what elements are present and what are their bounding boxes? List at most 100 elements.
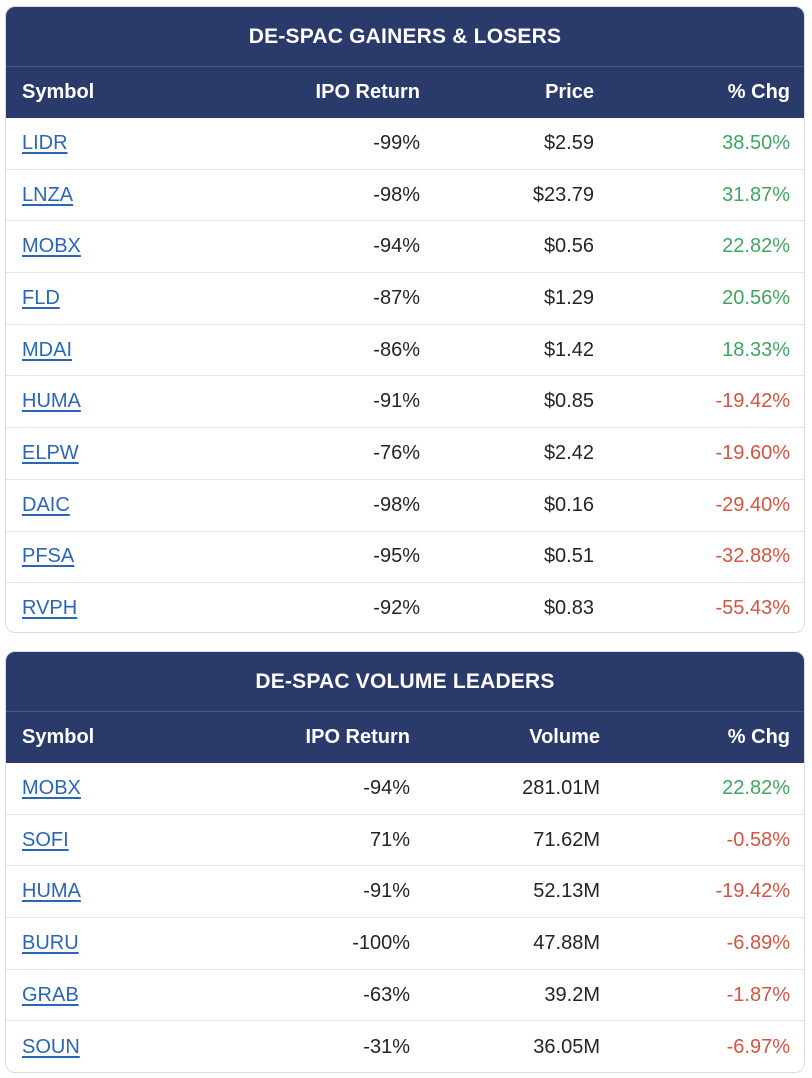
symbol-link[interactable]: MDAI: [22, 338, 72, 361]
volume-leaders-card: DE-SPAC VOLUME LEADERS Symbol IPO Return…: [5, 651, 805, 1073]
symbol-link[interactable]: FLD: [22, 286, 60, 309]
symbol-link[interactable]: MOBX: [22, 776, 81, 799]
gainers-losers-table: Symbol IPO Return Price % Chg LIDR -99% $2…: [6, 66, 804, 633]
symbol-cell: HUMA: [6, 865, 156, 919]
pct-chg-value: -55.43%: [715, 597, 791, 620]
symbol-link[interactable]: LIDR: [22, 131, 68, 154]
pct-chg-cell: 20.56%: [610, 272, 804, 325]
table-row: HUMA -91% $0.85 -19.42%: [6, 375, 804, 429]
ipo-return-value: -31%: [363, 1035, 410, 1058]
pct-chg-cell: -1.87%: [616, 969, 804, 1022]
pct-chg-cell: 22.82%: [610, 220, 804, 274]
pct-chg-value: 31.87%: [722, 183, 790, 206]
ipo-return-cell: -98%: [156, 169, 436, 222]
column-header-pct-chg: % Chg: [727, 80, 790, 103]
symbol-link[interactable]: SOFI: [22, 828, 69, 851]
volume-cell: 71.62M: [426, 814, 616, 867]
volume-value: 47.88M: [533, 931, 600, 954]
symbol-link[interactable]: HUMA: [22, 880, 81, 903]
pct-chg-cell: 31.87%: [610, 169, 804, 222]
ipo-return-value: -98%: [373, 183, 420, 206]
pct-chg-cell: 18.33%: [610, 324, 804, 377]
symbol-link[interactable]: HUMA: [22, 390, 81, 413]
pct-chg-cell: -19.60%: [610, 427, 804, 480]
pct-chg-cell: -0.58%: [616, 814, 804, 867]
symbol-cell: SOUN: [6, 1021, 156, 1072]
table-row: MOBX -94% 281.01M 22.82%: [6, 762, 804, 815]
ipo-return-cell: -100%: [156, 917, 426, 970]
price-value: $23.79: [532, 183, 594, 206]
pct-chg-value: -32.88%: [715, 545, 791, 568]
symbol-link[interactable]: LNZA: [22, 183, 74, 206]
symbol-cell: MDAI: [6, 324, 156, 377]
pct-chg-value: 38.50%: [722, 131, 790, 154]
volume-leaders-title: DE-SPAC VOLUME LEADERS: [6, 652, 804, 711]
symbol-link[interactable]: BURU: [22, 931, 79, 954]
volume-leaders-rows: MOBX -94% 281.01M 22.82% SOFI 71% 71.62M -0.58%…: [6, 762, 804, 1073]
table-row: SOFI 71% 71.62M -0.58%: [6, 814, 804, 867]
price-value: $0.51: [543, 545, 594, 568]
column-header-symbol: Symbol: [22, 80, 95, 103]
symbol-link[interactable]: ELPW: [22, 441, 79, 464]
ipo-return-cell: -95%: [156, 531, 436, 584]
column-header-price: Price: [545, 80, 594, 103]
ipo-return-cell: -91%: [156, 865, 426, 919]
column-header-ipo-return: IPO Return: [305, 725, 410, 748]
gainers-losers-rows: LIDR -99% $2.59 38.50% LNZA -98% $23.79 31.87% M…: [6, 117, 804, 633]
ipo-return-value: -95%: [373, 545, 420, 568]
volume-cell: 52.13M: [426, 865, 616, 919]
pct-chg-value: -29.40%: [715, 493, 791, 516]
symbol-cell: PFSA: [6, 531, 156, 584]
symbol-link[interactable]: RVPH: [22, 597, 78, 620]
ipo-return-value: -87%: [373, 286, 420, 309]
volume-value: 39.2M: [544, 983, 600, 1006]
ipo-return-value: -76%: [373, 441, 420, 464]
symbol-link[interactable]: DAIC: [22, 493, 70, 516]
pct-chg-value: 20.56%: [722, 286, 790, 309]
pct-chg-value: -1.87%: [726, 983, 790, 1006]
pct-chg-value: -19.42%: [715, 390, 791, 413]
ipo-return-cell: -94%: [156, 762, 426, 815]
ipo-return-cell: -76%: [156, 427, 436, 480]
price-value: $0.85: [543, 390, 594, 413]
pct-chg-value: -19.42%: [715, 880, 791, 903]
pct-chg-value: -0.58%: [726, 828, 790, 851]
ipo-return-value: 71%: [369, 828, 410, 851]
table-row: RVPH -92% $0.83 -55.43%: [6, 583, 804, 632]
ipo-return-value: -86%: [373, 338, 420, 361]
symbol-cell: MOBX: [6, 220, 156, 274]
price-cell: $0.51: [436, 531, 610, 584]
volume-cell: 39.2M: [426, 969, 616, 1022]
column-header-pct-chg: % Chg: [727, 725, 790, 748]
ipo-return-cell: -91%: [156, 375, 436, 429]
symbol-link[interactable]: GRAB: [22, 983, 79, 1006]
price-cell: $23.79: [436, 169, 610, 222]
pct-chg-value: 22.82%: [722, 776, 790, 799]
symbol-cell: ELPW: [6, 427, 156, 480]
price-value: $1.29: [543, 286, 594, 309]
symbol-link[interactable]: SOUN: [22, 1035, 80, 1058]
pct-chg-value: 18.33%: [722, 338, 790, 361]
price-cell: $2.42: [436, 427, 610, 480]
price-cell: $0.83: [436, 583, 610, 632]
symbol-link[interactable]: PFSA: [22, 545, 75, 568]
pct-chg-value: -6.97%: [726, 1035, 790, 1058]
ipo-return-cell: -92%: [156, 583, 436, 632]
pct-chg-cell: -6.97%: [616, 1021, 804, 1072]
volume-cell: 36.05M: [426, 1021, 616, 1072]
symbol-cell: GRAB: [6, 969, 156, 1022]
ipo-return-cell: -87%: [156, 272, 436, 325]
price-value: $1.42: [543, 338, 594, 361]
pct-chg-value: -19.60%: [715, 441, 791, 464]
pct-chg-cell: 22.82%: [616, 762, 804, 815]
pct-chg-value: 22.82%: [722, 235, 790, 258]
ipo-return-cell: 71%: [156, 814, 426, 867]
price-cell: $1.29: [436, 272, 610, 325]
symbol-link[interactable]: MOBX: [22, 235, 81, 258]
volume-value: 36.05M: [533, 1035, 600, 1058]
ipo-return-value: -99%: [373, 131, 420, 154]
ipo-return-value: -91%: [373, 390, 420, 413]
ipo-return-value: -92%: [373, 597, 420, 620]
ipo-return-value: -100%: [352, 931, 410, 954]
price-cell: $0.56: [436, 220, 610, 274]
